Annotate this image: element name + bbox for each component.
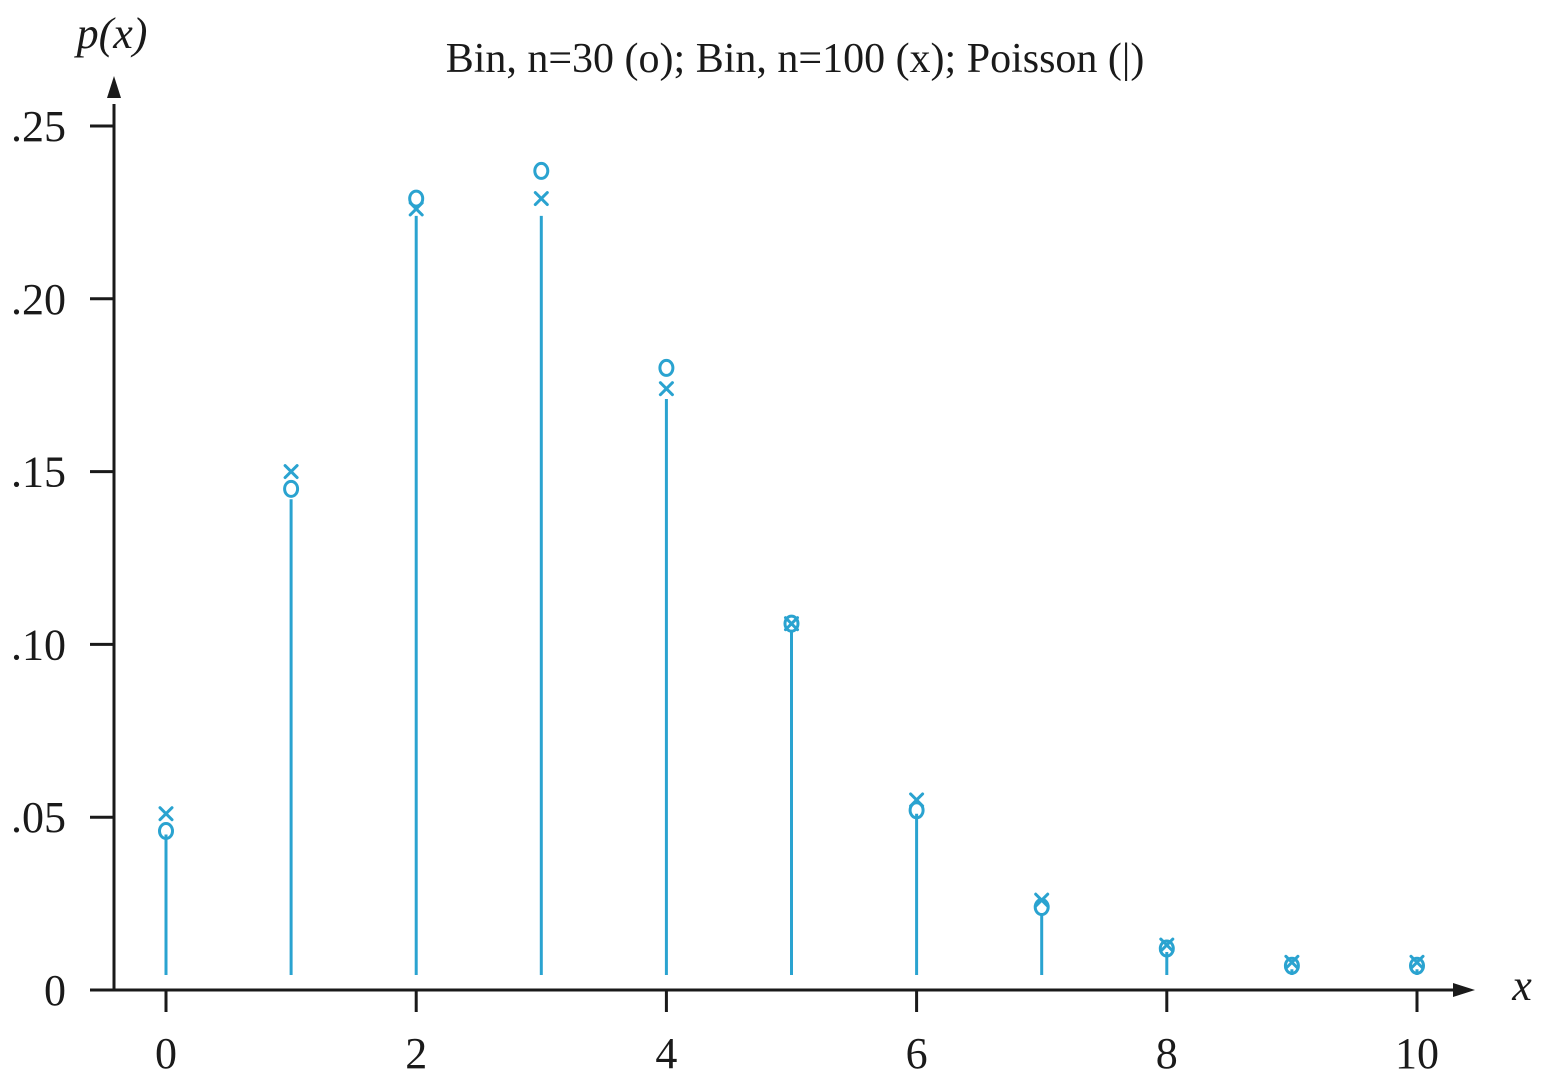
x-tick-label: 2 (405, 1029, 427, 1078)
bin-n100-point-stroke (1284, 954, 1300, 970)
y-tick-label: .25 (11, 102, 66, 151)
bin-n100-point-stroke (533, 191, 549, 207)
y-tick-label: 0 (44, 966, 66, 1015)
bin-n100-point-stroke (784, 616, 799, 632)
bin-n100-point (283, 464, 299, 480)
bin-n100-point (408, 201, 424, 217)
y-tick-label: .05 (11, 793, 66, 842)
bin-n100-point-stroke (158, 806, 174, 822)
y-axis-arrow (107, 76, 121, 98)
bin-n100-point (1409, 954, 1425, 970)
bin-n30-point (533, 161, 550, 180)
bin-n30-point (408, 189, 425, 208)
bin-n100-point (909, 792, 925, 808)
data-marks (158, 161, 1425, 975)
x-axis-arrow (1453, 983, 1475, 997)
y-tick-label: .20 (11, 275, 66, 324)
axes: 0 .05 .10 .15 .20 .25 0 2 4 6 8 10 (11, 76, 1475, 1078)
x-tick-label: 8 (1156, 1029, 1178, 1078)
bin-n100-point (158, 806, 174, 822)
y-tick-label: .15 (11, 448, 66, 497)
chart-title: Bin, n=30 (o); Bin, n=100 (x); Poisson (… (446, 36, 1145, 82)
bin-n100-point (1034, 892, 1050, 908)
x-tick-label: 6 (906, 1029, 928, 1078)
bin-n100-point-stroke (909, 792, 925, 808)
bin-n100-point-stroke (283, 464, 299, 480)
bin-n30-point (658, 358, 675, 377)
x-tick-label: 0 (155, 1029, 177, 1078)
bin-n100-point-stroke (658, 381, 674, 397)
y-tick-label: .10 (11, 620, 66, 669)
bin-n100-point (1159, 937, 1175, 953)
x-tick-label: 10 (1395, 1029, 1439, 1078)
bin-n100-point (658, 381, 674, 397)
bin-n100-point-stroke (408, 201, 424, 217)
bin-n100-point-stroke (1034, 892, 1050, 908)
bin-n100-point-stroke (1159, 937, 1175, 953)
bin-n30-point (283, 479, 300, 498)
x-axis-label: x (1511, 961, 1532, 1010)
bin-n100-point (533, 191, 549, 207)
bin-n100-point (784, 616, 799, 632)
bin-n100-point-stroke (1409, 954, 1425, 970)
x-tick-label: 4 (655, 1029, 677, 1078)
y-axis-label: p(x) (74, 9, 148, 58)
bin-n100-point (1284, 954, 1300, 970)
